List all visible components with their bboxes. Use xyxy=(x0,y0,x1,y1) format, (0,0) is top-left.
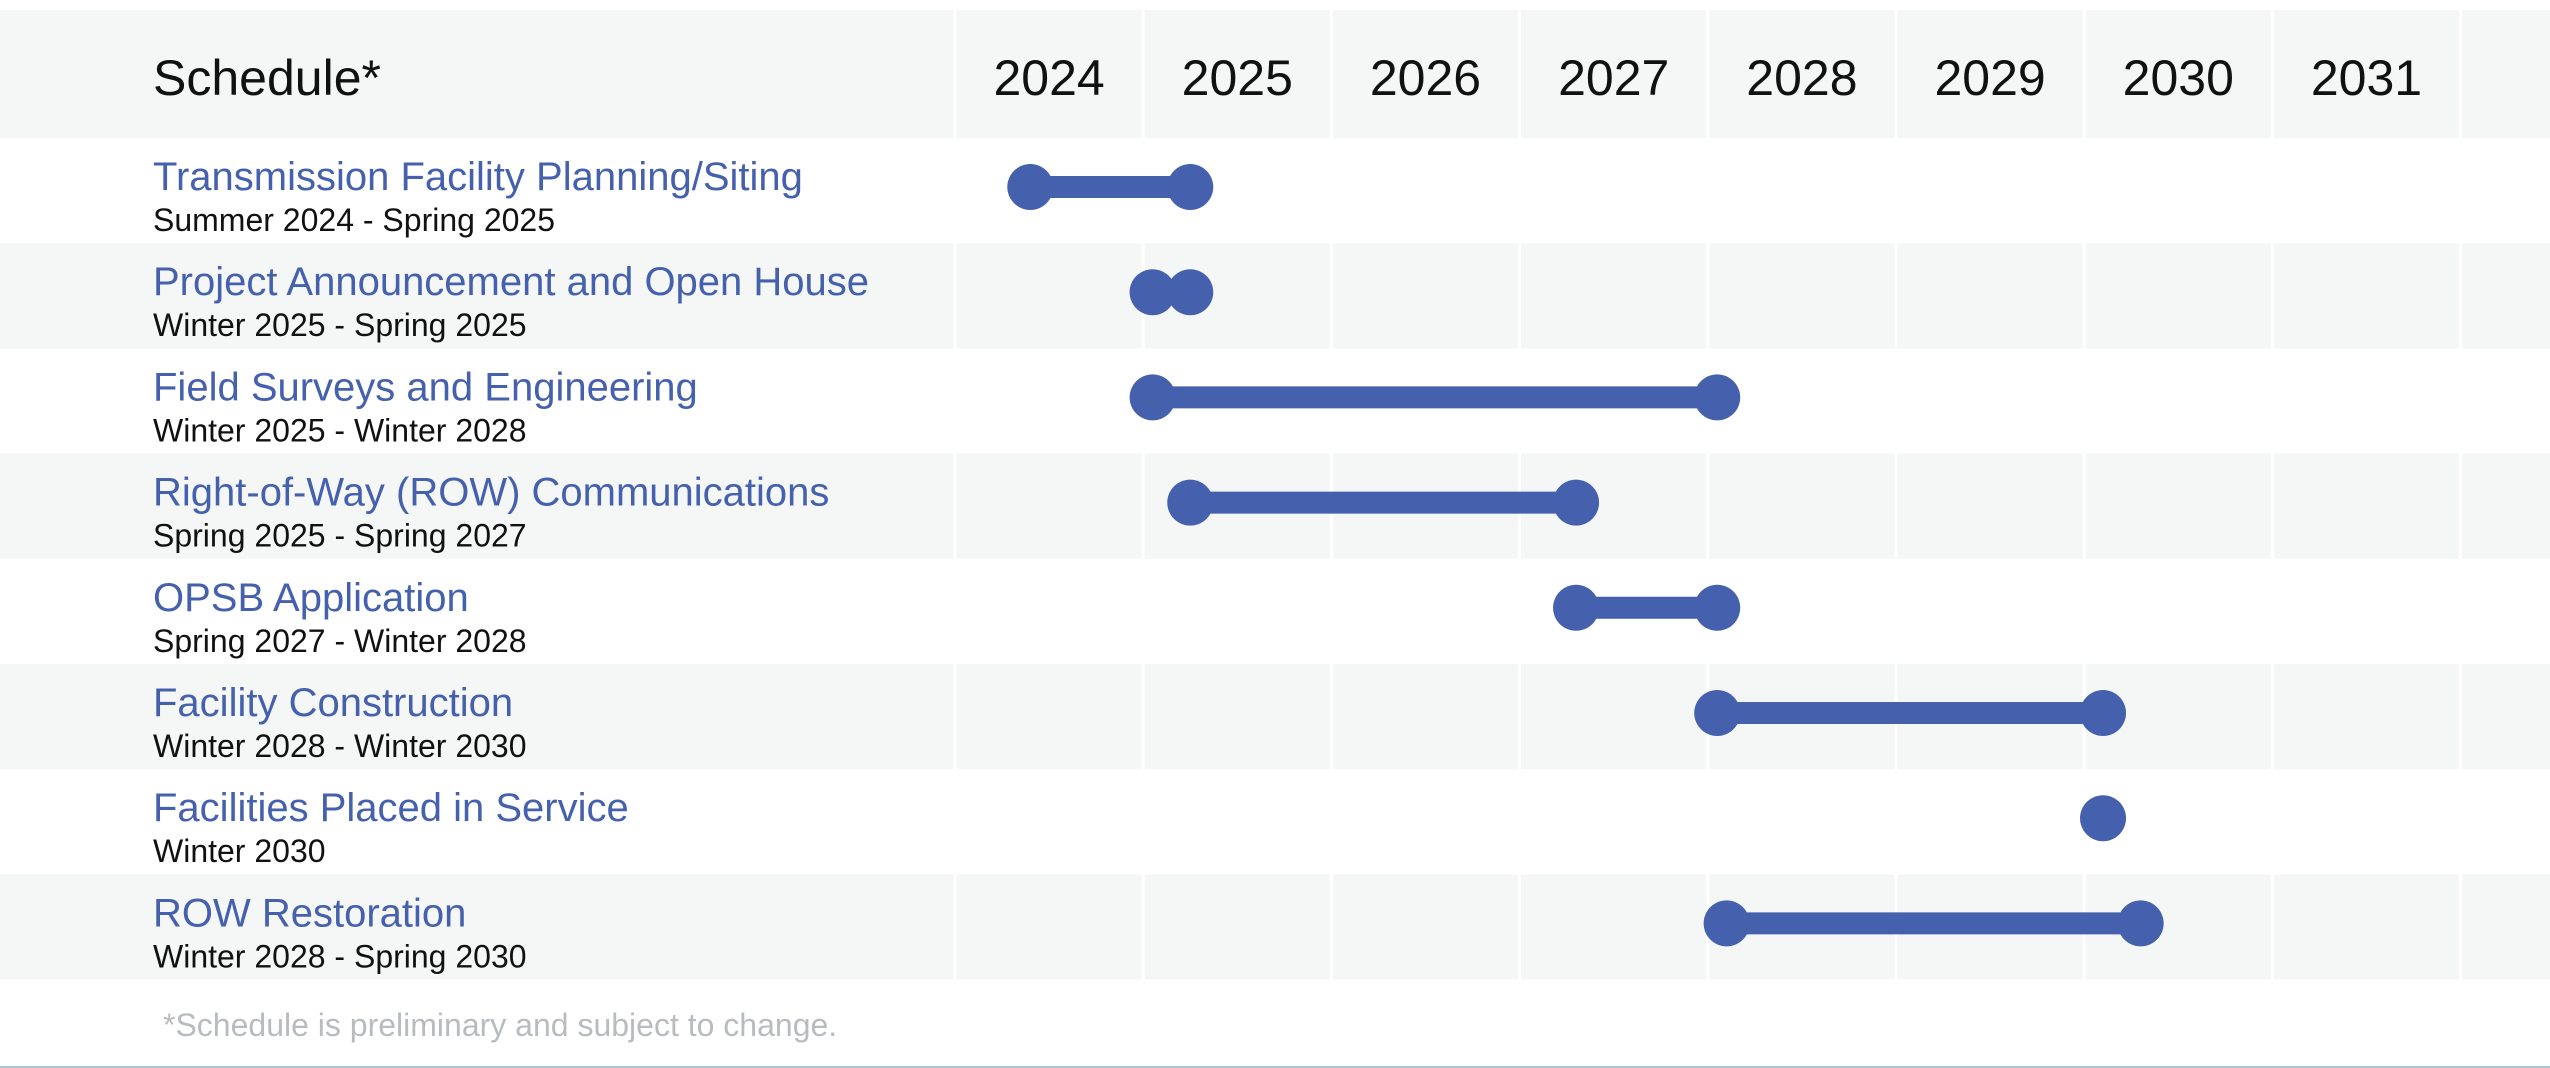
task-period: Winter 2025 - Winter 2028 xyxy=(153,412,527,448)
task-period: Winter 2028 - Winter 2030 xyxy=(153,728,527,764)
task-end-marker xyxy=(2117,900,2164,947)
task-start-marker xyxy=(2080,795,2127,842)
year-tick-label: 2024 xyxy=(993,50,1104,106)
year-tick-label: 2025 xyxy=(1182,50,1293,106)
year-tick-labels: 2024 2025 2026 2027 2028 2029 2030 2031 xyxy=(993,50,2422,106)
chart-title: Schedule* xyxy=(153,50,381,106)
task-name: Facilities Placed in Service xyxy=(153,786,629,830)
task-name: ROW Restoration xyxy=(153,891,466,935)
task-end-marker xyxy=(1167,164,1214,210)
chart-header: Schedule* xyxy=(153,50,381,106)
task-period: Summer 2024 - Spring 2025 xyxy=(153,202,555,238)
year-tick-label: 2030 xyxy=(2123,50,2234,106)
task-start-marker xyxy=(1553,584,1600,631)
task-period: Winter 2028 - Spring 2030 xyxy=(153,938,527,974)
task-period: Spring 2025 - Spring 2027 xyxy=(153,518,527,554)
year-tick-label: 2027 xyxy=(1558,50,1669,106)
task-name: Field Surveys and Engineering xyxy=(153,365,698,409)
task-end-marker xyxy=(1167,269,1214,316)
task-start-marker xyxy=(1694,690,1741,736)
task-start-marker xyxy=(1129,269,1176,316)
task-period: Winter 2025 - Spring 2025 xyxy=(153,307,527,343)
footnote: *Schedule is preliminary and subject to … xyxy=(163,1007,837,1043)
task-period: Winter 2030 xyxy=(153,833,326,869)
task-start-marker xyxy=(1703,900,1750,947)
task-end-marker xyxy=(1694,374,1741,421)
task-period: Spring 2027 - Winter 2028 xyxy=(153,623,527,659)
year-tick-label: 2029 xyxy=(1934,50,2045,106)
header-band xyxy=(0,10,2550,138)
year-tick-label: 2031 xyxy=(2311,50,2422,106)
year-tick-label: 2026 xyxy=(1370,50,1481,106)
task-name: Facility Construction xyxy=(153,681,513,725)
task-start-marker xyxy=(1167,479,1214,526)
year-tick-label: 2028 xyxy=(1746,50,1857,106)
task-end-marker xyxy=(1553,479,1600,526)
task-name: Right-of-Way (ROW) Communications xyxy=(153,471,829,515)
row-band xyxy=(0,243,2550,349)
task-start-marker xyxy=(1007,164,1054,210)
task-name: OPSB Application xyxy=(153,576,469,620)
task-end-marker xyxy=(1694,584,1741,631)
task-name: Project Announcement and Open House xyxy=(153,260,869,304)
task-end-marker xyxy=(2080,690,2127,736)
task-name: Transmission Facility Planning/Siting xyxy=(153,155,803,199)
task-bars xyxy=(1007,164,2164,947)
row-bands xyxy=(0,10,2550,980)
task-start-marker xyxy=(1129,374,1176,421)
task-rows: Transmission Facility Planning/SitingSum… xyxy=(153,155,869,974)
